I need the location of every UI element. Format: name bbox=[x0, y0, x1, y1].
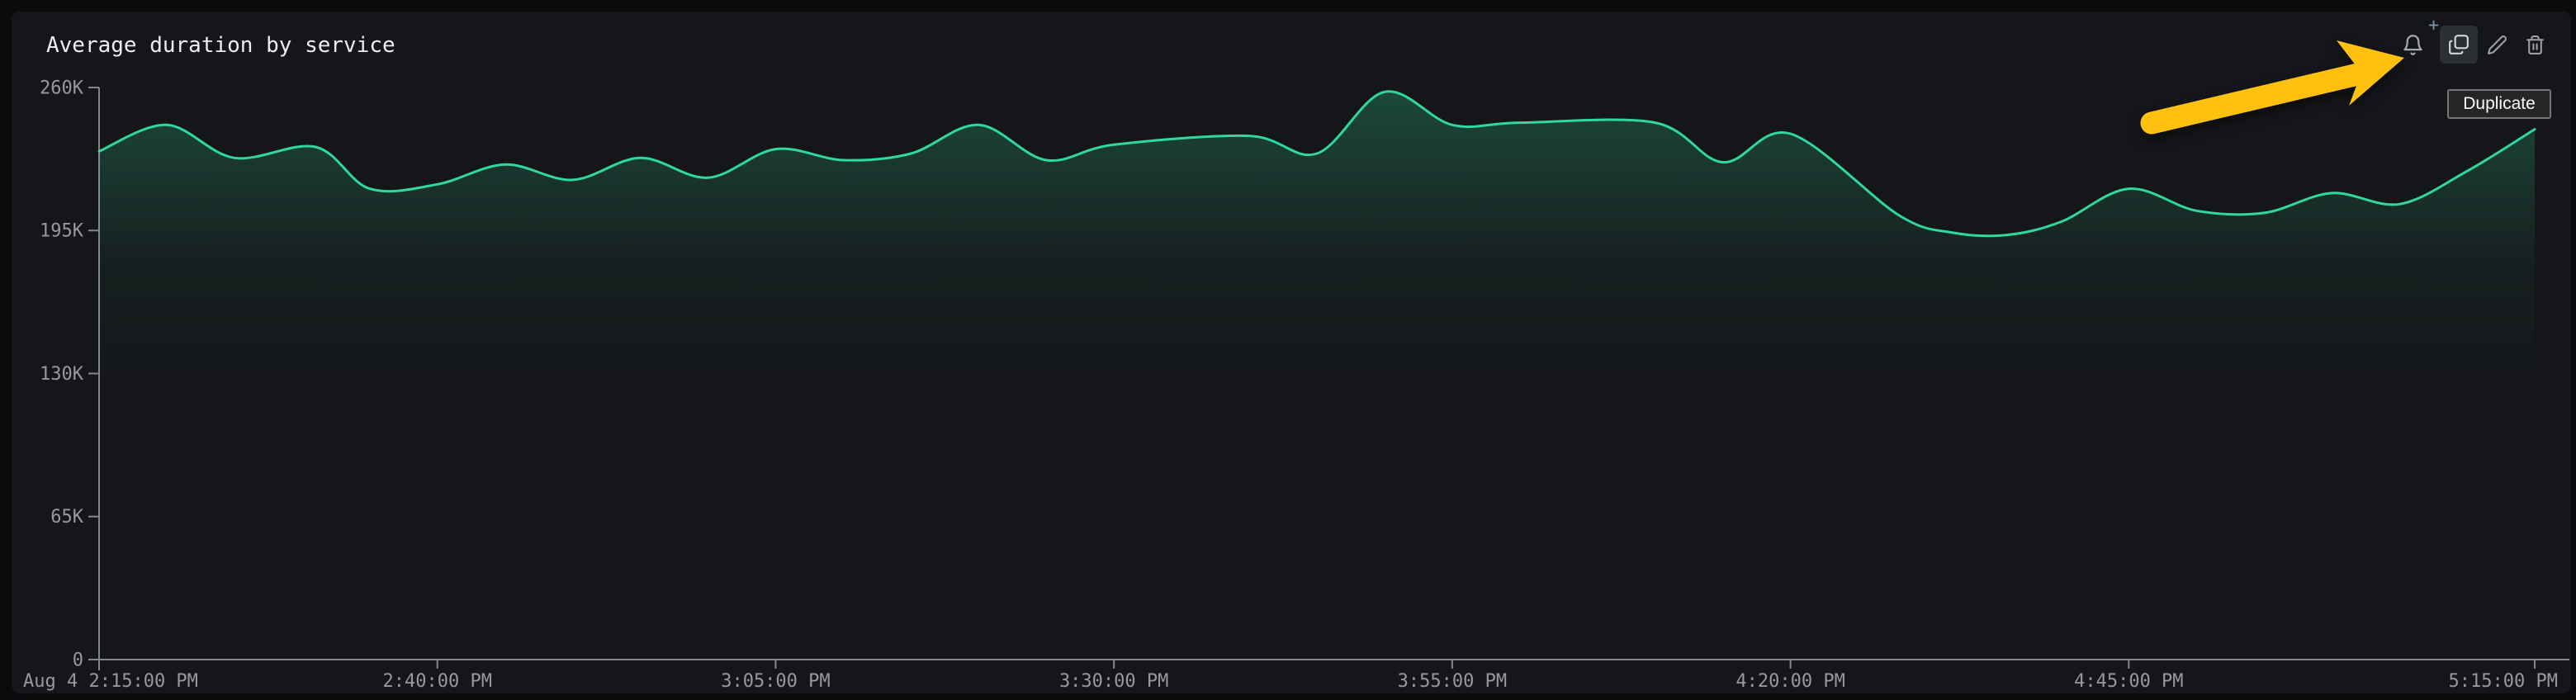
chart-title: Average duration by service bbox=[46, 33, 395, 58]
x-tick-label: 3:05:00 PM bbox=[721, 671, 830, 692]
x-start-label: Aug 4 2:15:00 PM bbox=[23, 671, 198, 692]
pencil-icon bbox=[2487, 35, 2507, 54]
y-tick-label: 130K bbox=[40, 364, 84, 385]
bell-icon bbox=[2403, 34, 2422, 55]
y-tick-label: 195K bbox=[40, 221, 84, 242]
edit-button[interactable] bbox=[2478, 26, 2516, 64]
alert-bell-button[interactable] bbox=[2394, 26, 2432, 64]
y-tick-label: 0 bbox=[73, 650, 83, 670]
x-tick-label: 5:15:00 PM bbox=[2449, 671, 2558, 692]
x-tick-label: 4:20:00 PM bbox=[1735, 671, 1844, 692]
duplicate-button[interactable] bbox=[2440, 26, 2478, 64]
x-tick-label: 4:45:00 PM bbox=[2074, 671, 2183, 692]
duplicate-tooltip: Duplicate bbox=[2447, 89, 2551, 119]
x-tick-label: 3:55:00 PM bbox=[1398, 671, 1507, 692]
trash-icon bbox=[2526, 35, 2544, 54]
y-tick-label: 260K bbox=[40, 78, 84, 98]
delete-button[interactable] bbox=[2516, 26, 2554, 64]
series-area bbox=[99, 91, 2535, 660]
copy-icon bbox=[2449, 35, 2469, 54]
plus-icon bbox=[2427, 18, 2441, 35]
y-tick-label: 65K bbox=[50, 507, 83, 527]
series-line bbox=[97, 90, 2536, 238]
x-tick-label: 3:30:00 PM bbox=[1059, 671, 1168, 692]
x-tick-label: 2:40:00 PM bbox=[382, 671, 491, 692]
